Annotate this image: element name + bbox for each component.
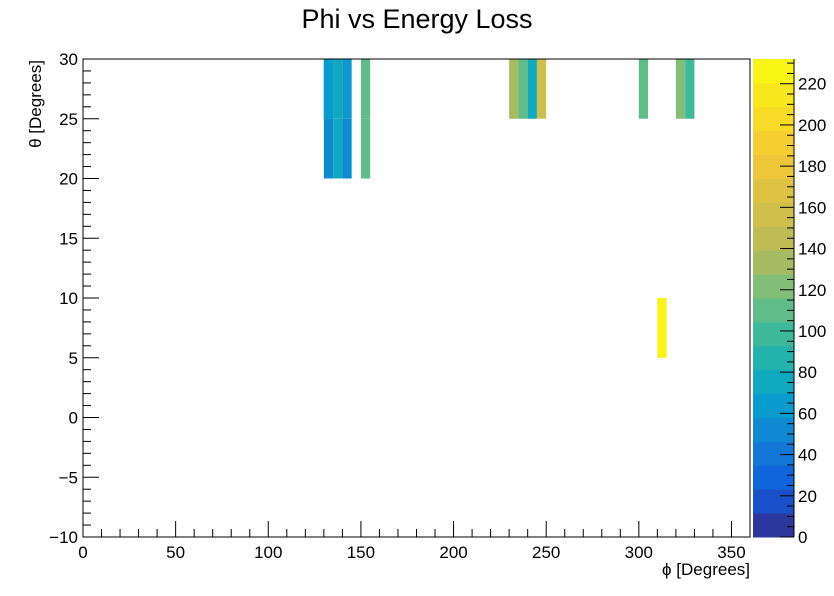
plot-frame [82, 58, 751, 538]
heatmap-cell [333, 118, 343, 179]
y-tick-label: 0 [69, 409, 78, 428]
heatmap-cell [518, 59, 528, 119]
x-axis-label: ϕ [Degrees] [662, 560, 750, 579]
colorbar-tick-label: 0 [798, 528, 807, 547]
x-tick-label: 300 [625, 543, 653, 562]
plot-frame-rect [82, 58, 751, 538]
x-tick-label: 250 [532, 543, 560, 562]
heatmap-cell [333, 59, 343, 119]
colorbar-tick-label: 160 [798, 198, 826, 217]
x-tick-label: 200 [439, 543, 467, 562]
heatmap-cell [638, 59, 649, 119]
heatmap-cell [675, 59, 686, 119]
colorbar-band [753, 489, 794, 514]
colorbar-band [753, 369, 794, 395]
x-tick-label: 350 [717, 543, 745, 562]
colorbar-band [753, 274, 794, 299]
heatmap-cell [509, 59, 519, 119]
x-tick-label: 150 [347, 543, 375, 562]
colorbar-band [753, 154, 794, 179]
colorbar-band [753, 417, 794, 442]
colorbar-tick-label: 80 [798, 363, 817, 382]
chart-title: Phi vs Energy Loss [301, 4, 532, 34]
heatmap-cell [657, 298, 667, 358]
colorbar-band [753, 250, 794, 275]
colorbar-tick-label: 200 [798, 116, 826, 135]
colorbar-band [753, 130, 794, 156]
colorbar-band [753, 202, 794, 227]
y-tick-label: 25 [59, 110, 78, 129]
colorbar-band [753, 321, 794, 347]
x-tick-label: 0 [78, 543, 87, 562]
colorbar-tick-label: 20 [798, 487, 817, 506]
colorbar-tick-label: 60 [798, 404, 817, 423]
colorbar-band [753, 178, 794, 203]
colorbar-tick-label: 100 [798, 322, 826, 341]
y-tick-label: 20 [59, 170, 78, 189]
colorbar-band [753, 393, 794, 418]
heatmap-cell [536, 59, 547, 119]
heatmap-cell [527, 59, 537, 119]
y-tick-label: 15 [59, 229, 78, 248]
colorbar-band [753, 106, 794, 132]
colorbar-band [753, 82, 794, 108]
y-tick-label: 30 [59, 50, 78, 69]
colorbar-tick-label: 220 [798, 75, 826, 94]
heatmap-cell [323, 118, 334, 179]
heatmap-cell [685, 59, 695, 119]
colorbar-band [753, 513, 794, 538]
colorbar-band [753, 345, 794, 371]
y-axis-label: θ [Degrees] [26, 60, 45, 148]
x-tick-label: 50 [166, 543, 185, 562]
y-tick-label: −10 [49, 528, 78, 547]
heatmap-cell [360, 59, 371, 119]
colorbar: 0 20 40 60 80 100 120 140 160 180 200 220 [753, 59, 826, 547]
y-tick-label: −5 [59, 468, 78, 487]
colorbar-tick-label: 140 [798, 240, 826, 259]
colorbar-band [753, 441, 794, 466]
y-tick-label: 10 [59, 289, 78, 308]
colorbar-tick-label: 40 [798, 446, 817, 465]
heatmap-cell [342, 59, 352, 119]
colorbar-band [753, 465, 794, 490]
colorbar-tick-label: 120 [798, 281, 826, 300]
x-axis: 0 50 100 150 200 250 300 350 [78, 521, 751, 562]
y-tick-label: 5 [69, 349, 78, 368]
colorbar-tick-label: 180 [798, 157, 826, 176]
heatmap-cell [323, 59, 334, 119]
heatmap-cell [342, 118, 352, 179]
y-axis: −10 −5 0 5 10 15 20 25 30 [49, 50, 99, 547]
heatmap-cells [323, 59, 695, 358]
x-tick-label: 100 [254, 543, 282, 562]
heatmap-cell [360, 118, 371, 179]
